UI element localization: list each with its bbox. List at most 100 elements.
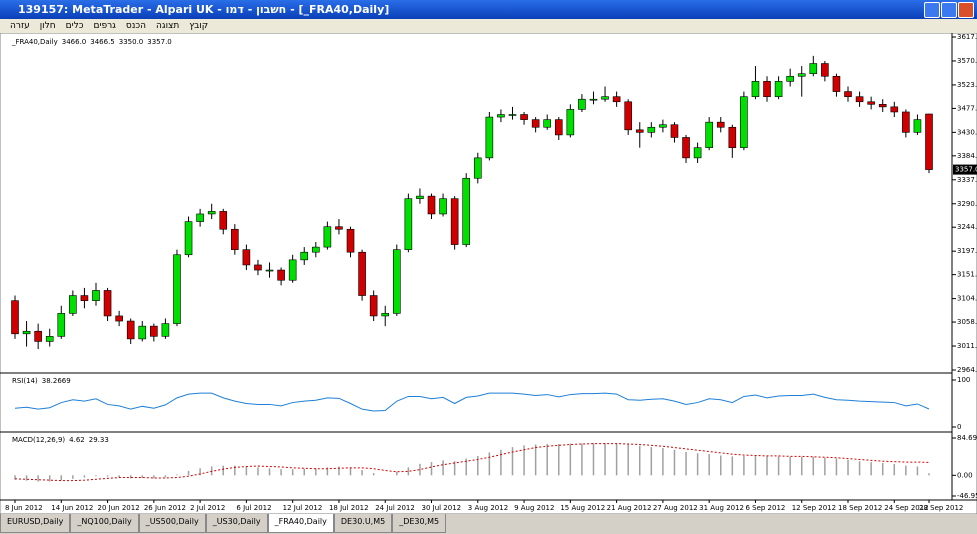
minimize-button[interactable] [924, 2, 940, 18]
menu-item[interactable]: קובץ [189, 21, 209, 31]
chart-background [0, 33, 977, 514]
x-tick-label: 15 Aug 2012 [560, 504, 605, 512]
header-value: 38.2669 [42, 377, 71, 385]
x-tick-label: 3 Aug 2012 [468, 504, 508, 512]
candle-body [612, 96, 621, 103]
candle-body [300, 251, 309, 261]
candle-body [231, 228, 239, 250]
y-tick-label: 3384.0 [957, 152, 977, 160]
header-value: 3466.5 [90, 38, 115, 46]
candle-body [740, 96, 748, 148]
header-value: _FRA40,Daily [11, 38, 58, 46]
candle-body [103, 290, 112, 317]
y-tick-label: 0.00 [957, 471, 973, 479]
candle-body [22, 330, 31, 335]
candle-body [207, 211, 216, 215]
candle-body [774, 81, 783, 97]
header-value: RSI(14) [12, 377, 38, 385]
chart-tab[interactable]: DE30.U,M5 [333, 514, 393, 533]
chart-tabs: EURUSD,Daily _NQ100,Daily _US500,Daily _US3… [0, 514, 977, 534]
chart-tab[interactable]: _DE30,M5 [392, 514, 447, 533]
y-tick-label: 3058.0 [957, 318, 977, 326]
candle-body [69, 295, 77, 314]
candle-body [427, 195, 436, 215]
candle-body [57, 313, 66, 337]
close-button[interactable] [958, 2, 974, 18]
menu-item[interactable]: חלון [39, 21, 56, 31]
y-tick-label: 84.69 [957, 434, 977, 442]
candle-body [601, 96, 609, 100]
candle-body [589, 98, 598, 101]
y-tick-label: 3617.0 [957, 33, 977, 41]
candle-body [288, 259, 297, 281]
panel-header: _FRA40,Daily 3466.0 3466.5 3350.0 3357.0 [11, 38, 172, 46]
candle-body [184, 221, 193, 256]
candle-body [92, 290, 100, 301]
chart-tab[interactable]: _US30,Daily [205, 514, 268, 533]
x-tick-label: 20 Jun 2012 [98, 504, 140, 512]
candle-body [80, 295, 89, 301]
candle-body [797, 73, 806, 77]
header-value: 4.62 [69, 436, 85, 444]
panel-header: MACD(12,26,9) 4.62 29.33 [12, 436, 109, 444]
y-tick-label: 0 [957, 423, 961, 431]
x-tick-label: 2 Jul 2012 [190, 504, 225, 512]
x-tick-label: 12 Sep 2012 [792, 504, 836, 512]
candle-body [705, 121, 713, 148]
candle-body [115, 315, 123, 322]
y-tick-label: 3337.0 [957, 176, 977, 184]
candle-body [832, 75, 841, 92]
candle-body [878, 104, 887, 108]
candle-body [902, 111, 910, 133]
candle-body [624, 101, 632, 131]
candle-body [138, 325, 147, 340]
x-tick-label: 21 Aug 2012 [607, 504, 652, 512]
menu-item[interactable]: הכנס [125, 21, 146, 31]
candle-body [473, 157, 482, 179]
chart-tab[interactable]: EURUSD,Daily [0, 514, 71, 533]
x-tick-label: 14 Jun 2012 [51, 504, 93, 512]
header-value: 3466.0 [62, 38, 87, 46]
candle-body [566, 109, 575, 136]
x-tick-label: 27 Aug 2012 [653, 504, 698, 512]
candle-body [821, 63, 829, 77]
y-tick-label: 3197.0 [957, 247, 977, 255]
menu-item[interactable]: כלים [65, 21, 84, 31]
candle-body [161, 323, 170, 337]
x-tick-label: 30 Jul 2012 [422, 504, 462, 512]
candle-body [404, 198, 413, 250]
candle-body [335, 226, 343, 230]
menu-item[interactable]: עזרה [10, 21, 30, 31]
candle-body [485, 116, 494, 159]
panel-header: RSI(14) 38.2669 [12, 377, 71, 385]
candle-body [416, 195, 424, 199]
candle-body [693, 147, 702, 159]
candle-body [543, 119, 552, 128]
x-tick-label: 24 Sep 2012 [884, 504, 928, 512]
candle-body [346, 228, 355, 253]
candle-body [751, 81, 760, 97]
x-tick-label: 8 Jun 2012 [5, 504, 43, 512]
header-value: 3357.0 [147, 38, 172, 46]
chart-tab[interactable]: _FRA40,Daily [267, 514, 334, 533]
menu-item[interactable]: גרפים [93, 21, 116, 31]
chart-window: _FRA40,Daily 3466.0 3466.5 3350.0 3357.03617… [0, 33, 977, 514]
candle-body [450, 198, 459, 245]
chart-tab[interactable]: _NQ100,Daily [70, 514, 139, 533]
y-tick-label: 100 [957, 376, 970, 384]
x-tick-label: 26 Jun 2012 [144, 504, 186, 512]
candle-body [358, 251, 366, 296]
maximize-button[interactable] [941, 2, 957, 18]
x-tick-label: 6 Jul 2012 [236, 504, 271, 512]
window-title: 139157: MetaTrader - Alpari UK - חשבון -… [18, 3, 390, 16]
x-tick-label: 31 Aug 2012 [699, 504, 744, 512]
chart-tab[interactable]: _US500,Daily [138, 514, 206, 533]
menu-item[interactable]: תצוגה [155, 21, 180, 31]
candle-body [913, 119, 922, 133]
candle-body [126, 320, 135, 340]
candle-body [242, 249, 251, 266]
y-tick-label: 3011.0 [957, 342, 977, 350]
x-tick-label: 12 Jul 2012 [283, 504, 323, 512]
candle-body [277, 269, 285, 281]
